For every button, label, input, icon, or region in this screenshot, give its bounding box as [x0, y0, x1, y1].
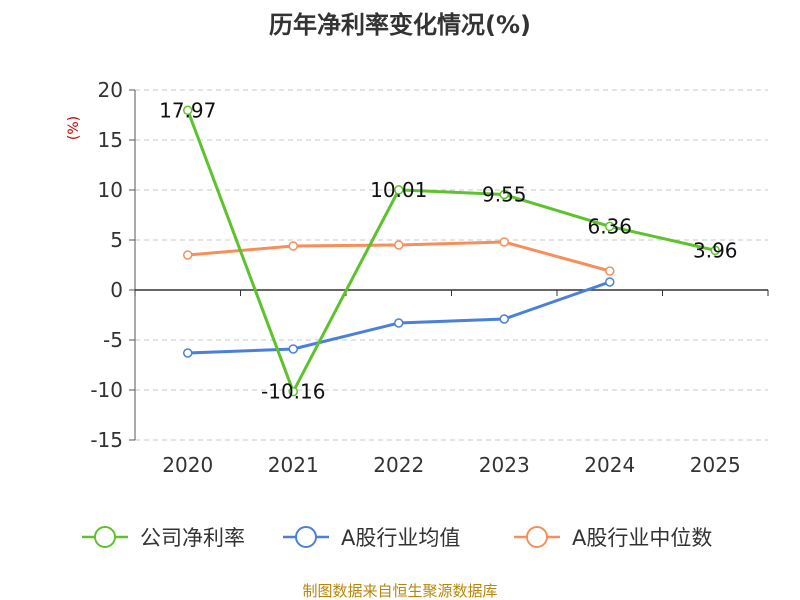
- legend: 公司净利率 A股行业均值 A股行业中位数: [82, 526, 712, 550]
- x-tick-label: 2020: [162, 453, 213, 477]
- legend-swatch-marker: [526, 526, 548, 548]
- data-point: [605, 266, 615, 276]
- data-point: [710, 245, 720, 256]
- y-tick-label: 0: [110, 278, 123, 302]
- series-line: [186, 109, 716, 394]
- legend-label: 公司净利率: [140, 526, 245, 550]
- data-label: 10.01: [370, 178, 427, 202]
- data-point: [288, 386, 298, 397]
- y-tick-label: -10: [90, 378, 123, 402]
- data-point: [394, 185, 404, 195]
- data-point: [394, 318, 404, 328]
- data-label: 6.36: [587, 214, 632, 238]
- y-tick-label: 20: [98, 78, 123, 102]
- data-point: [183, 105, 193, 116]
- data-point: [183, 348, 193, 358]
- data-labels: 17.97 -10.16 10.01 9.55 6.36 3.96: [159, 98, 737, 403]
- series-lines: [183, 105, 720, 397]
- legend-swatch-marker: [94, 526, 116, 548]
- source-note: 制图数据来自恒生聚源数据库: [302, 582, 497, 600]
- data-point: [183, 250, 193, 260]
- x-tick-label: 2022: [373, 453, 424, 477]
- y-tick-label: 5: [110, 228, 123, 252]
- data-label: 9.55: [482, 183, 527, 207]
- data-point: [394, 240, 404, 250]
- data-point: [499, 189, 509, 200]
- legend-swatch-marker: [295, 526, 317, 548]
- data-label: 17.97: [159, 98, 216, 122]
- y-axis-unit: (%): [66, 116, 82, 140]
- y-tick-label: -5: [103, 328, 123, 352]
- data-point: [605, 221, 615, 232]
- x-tick-label: 2024: [584, 453, 635, 477]
- legend-label: A股行业中位数: [572, 526, 712, 550]
- y-tick-label: 15: [98, 128, 123, 152]
- x-tick-label: 2021: [268, 453, 319, 477]
- data-label: -10.16: [261, 380, 325, 404]
- x-tick-label: 2025: [690, 453, 741, 477]
- chart-title: 历年净利率变化情况(%): [269, 11, 531, 39]
- gridlines: [135, 89, 768, 441]
- x-tick-label: 2023: [479, 453, 530, 477]
- data-label: 3.96: [693, 238, 738, 262]
- data-point: [499, 237, 509, 247]
- y-tick-label: -15: [90, 428, 123, 452]
- data-point: [499, 314, 509, 324]
- data-point: [288, 241, 298, 251]
- data-point: [605, 277, 615, 287]
- legend-label: A股行业均值: [341, 526, 460, 550]
- data-point: [288, 344, 298, 354]
- series-line: [187, 280, 611, 355]
- y-tick-label: 10: [98, 178, 123, 202]
